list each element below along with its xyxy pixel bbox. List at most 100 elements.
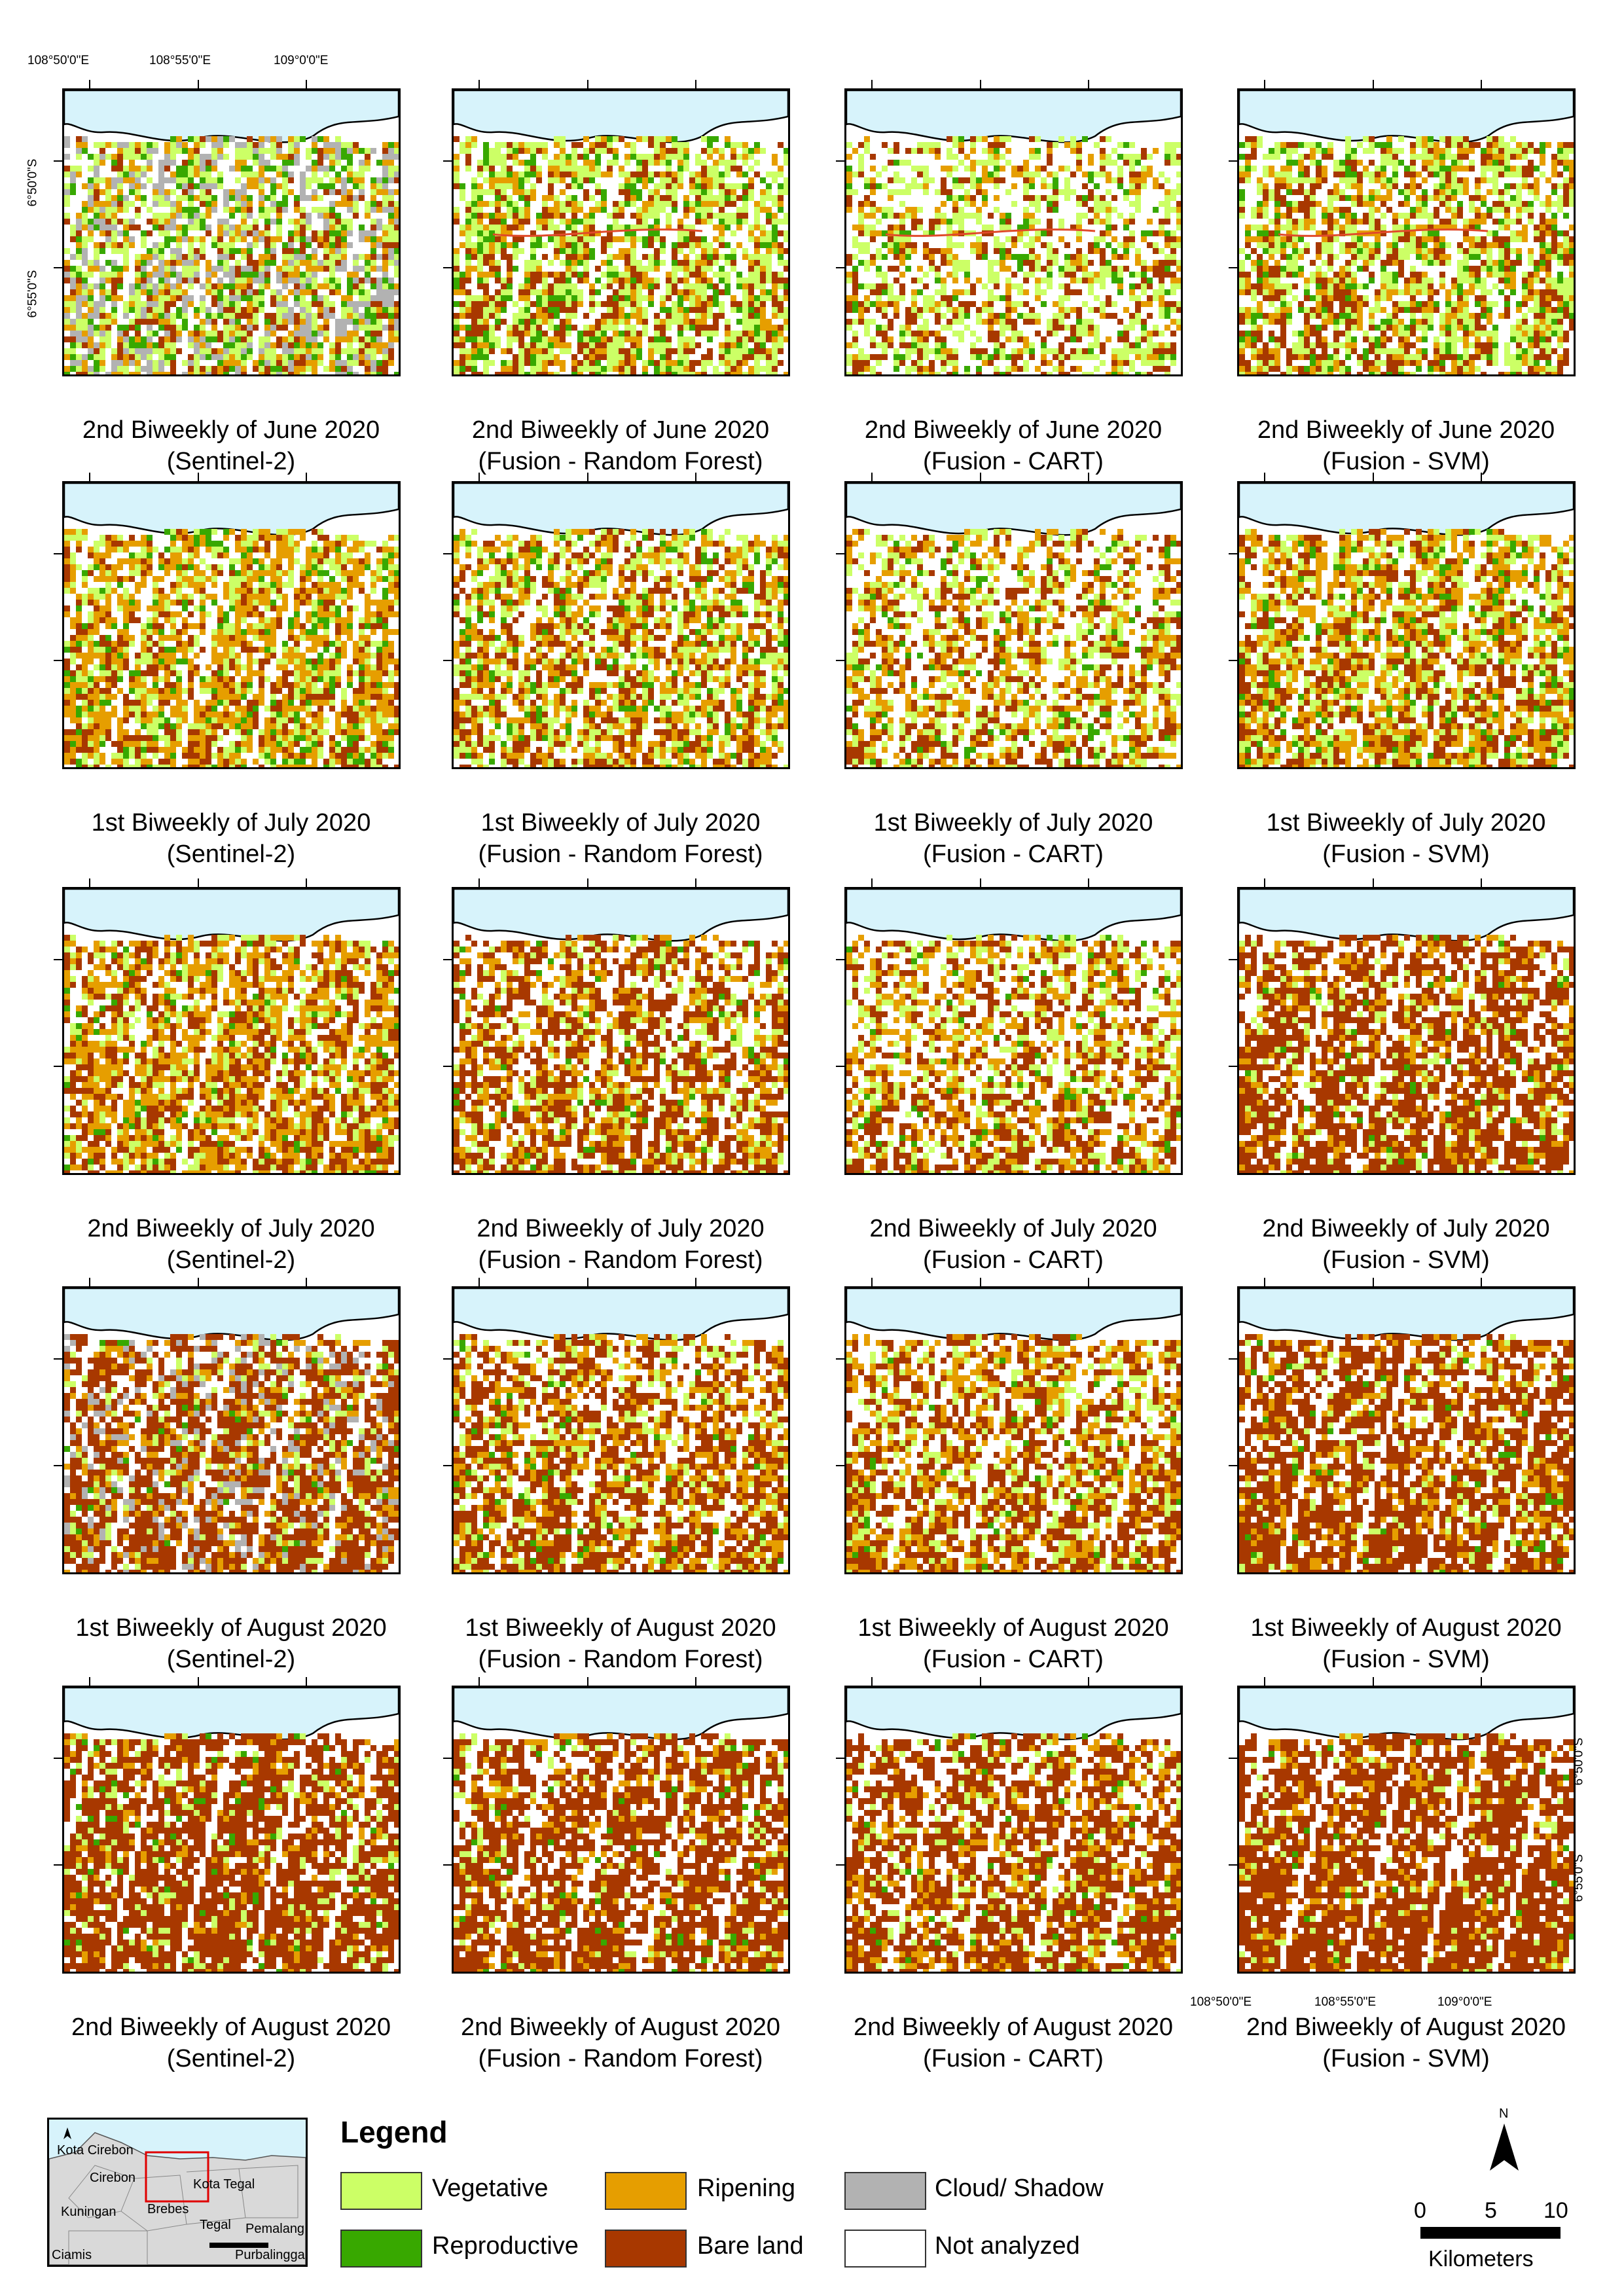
lon-tick <box>871 1278 873 1286</box>
lat-tick <box>1229 160 1237 162</box>
lat-tick <box>836 266 844 268</box>
lat-tick <box>443 1758 452 1759</box>
lat-tick <box>836 1464 844 1466</box>
scale-unit: Kilometers <box>1428 2247 1534 2272</box>
lat-tick <box>1229 1065 1237 1067</box>
lon-tick <box>89 1677 91 1686</box>
panel-caption: 1st Biweekly of August 2020 (Sentinel-2) <box>35 1612 427 1675</box>
inset-label-kota-cirebon: Kota Cirebon <box>57 2143 134 2158</box>
panel-caption: 1st Biweekly of July 2020 (Fusion - CART) <box>817 807 1210 870</box>
panel-caption: 1st Biweekly of July 2020 (Fusion - Rando… <box>424 807 817 870</box>
lon-tick <box>89 473 91 481</box>
map-panel <box>1237 1286 1576 1574</box>
panel-caption: 2nd Biweekly of August 2020 (Fusion - CAR… <box>817 2012 1210 2074</box>
lon-tick <box>478 878 480 887</box>
lat-tick <box>836 160 844 162</box>
lat-tick <box>54 553 62 554</box>
lon-tick <box>871 1677 873 1686</box>
lat-tick <box>54 1464 62 1466</box>
map-panel <box>62 1686 401 1974</box>
lat-tick <box>443 959 452 960</box>
land-cover-pixels <box>64 1733 399 1972</box>
lon-tick <box>1264 1677 1266 1686</box>
inset-label-purbalingga: Purbalingga <box>235 2248 305 2263</box>
lon-tick <box>89 1278 91 1286</box>
sea-area <box>846 1288 1181 1341</box>
lat-tick <box>54 659 62 661</box>
lat-tick <box>443 1358 452 1360</box>
sea-area <box>64 1688 399 1741</box>
lon-tick <box>197 1278 199 1286</box>
bottom-lon-label-2: 108°55'0"E <box>1314 1995 1376 2010</box>
lat-tick <box>1229 959 1237 960</box>
lat-tick <box>836 1864 844 1866</box>
legend-label-cloud: Cloud/ Shadow <box>935 2175 1104 2203</box>
caption-period: 2nd Biweekly of June 2020 <box>1210 414 1602 446</box>
lon-tick <box>1088 473 1090 481</box>
lat-tick <box>54 266 62 268</box>
caption-sensor: (Fusion - Random Forest) <box>424 2043 817 2074</box>
panel-caption: 2nd Biweekly of August 2020 (Fusion - SVM… <box>1210 2012 1602 2074</box>
lat-tick <box>1229 1358 1237 1360</box>
caption-sensor: (Sentinel-2) <box>35 446 427 477</box>
panel-caption: 2nd Biweekly of June 2020 (Fusion - SVM) <box>1210 414 1602 477</box>
top-lon-label-1: 108°50'0"E <box>27 54 89 68</box>
left-lat-label-1: 6°50'0"S <box>26 159 40 207</box>
lat-tick <box>836 1758 844 1759</box>
sea-area <box>1239 483 1574 536</box>
sea-area <box>846 90 1181 143</box>
lon-tick <box>979 878 981 887</box>
lat-tick <box>836 1358 844 1360</box>
scale-tick-5: 5 <box>1485 2198 1497 2224</box>
lat-tick <box>836 959 844 960</box>
map-panel <box>452 1286 790 1574</box>
lon-tick <box>695 1677 697 1686</box>
sea-area <box>454 1288 788 1341</box>
lon-tick <box>1088 1677 1090 1686</box>
caption-sensor: (Sentinel-2) <box>35 1644 427 1675</box>
map-panel <box>1237 88 1576 376</box>
lon-tick <box>306 1278 308 1286</box>
lon-tick <box>695 473 697 481</box>
land-cover-pixels <box>454 136 788 374</box>
caption-sensor: (Fusion - Random Forest) <box>424 1644 817 1675</box>
caption-period: 2nd Biweekly of July 2020 <box>1210 1213 1602 1244</box>
legend-label-vegetative: Vegetative <box>432 2175 548 2203</box>
land-cover-pixels <box>64 529 399 767</box>
legend-label-bare-land: Bare land <box>697 2232 804 2260</box>
lat-tick <box>443 160 452 162</box>
caption-sensor: (Sentinel-2) <box>35 2043 427 2074</box>
panel-caption: 1st Biweekly of August 2020 (Fusion - SVM… <box>1210 1612 1602 1675</box>
lon-tick <box>871 878 873 887</box>
lat-tick <box>1229 1464 1237 1466</box>
lat-tick <box>54 1758 62 1759</box>
legend-swatch-not-analyzed <box>844 2230 926 2268</box>
lat-tick <box>54 1065 62 1067</box>
land-cover-pixels <box>846 529 1181 767</box>
sea-area <box>64 483 399 536</box>
lat-tick <box>54 160 62 162</box>
lon-tick <box>478 1677 480 1686</box>
lon-tick <box>89 878 91 887</box>
caption-sensor: (Sentinel-2) <box>35 839 427 870</box>
lon-tick <box>586 878 588 887</box>
panel-caption: 1st Biweekly of July 2020 (Sentinel-2) <box>35 807 427 870</box>
land-cover-pixels <box>1239 529 1574 767</box>
lon-tick <box>1088 80 1090 88</box>
road-line <box>885 228 1096 237</box>
map-panel <box>452 1686 790 1974</box>
legend-swatch-cloud <box>844 2172 926 2210</box>
lon-tick <box>306 878 308 887</box>
lat-tick <box>836 1065 844 1067</box>
sea-area <box>454 483 788 536</box>
sea-area <box>64 1288 399 1341</box>
caption-sensor: (Fusion - Random Forest) <box>424 446 817 477</box>
caption-period: 1st Biweekly of July 2020 <box>424 807 817 839</box>
caption-sensor: (Fusion - SVM) <box>1210 2043 1602 2074</box>
panel-caption: 2nd Biweekly of August 2020 (Fusion - Ran… <box>424 2012 817 2074</box>
land-cover-pixels <box>64 136 399 374</box>
lon-tick <box>1372 878 1374 887</box>
caption-period: 1st Biweekly of July 2020 <box>817 807 1210 839</box>
lat-tick <box>54 1864 62 1866</box>
legend-title: Legend <box>340 2114 448 2150</box>
